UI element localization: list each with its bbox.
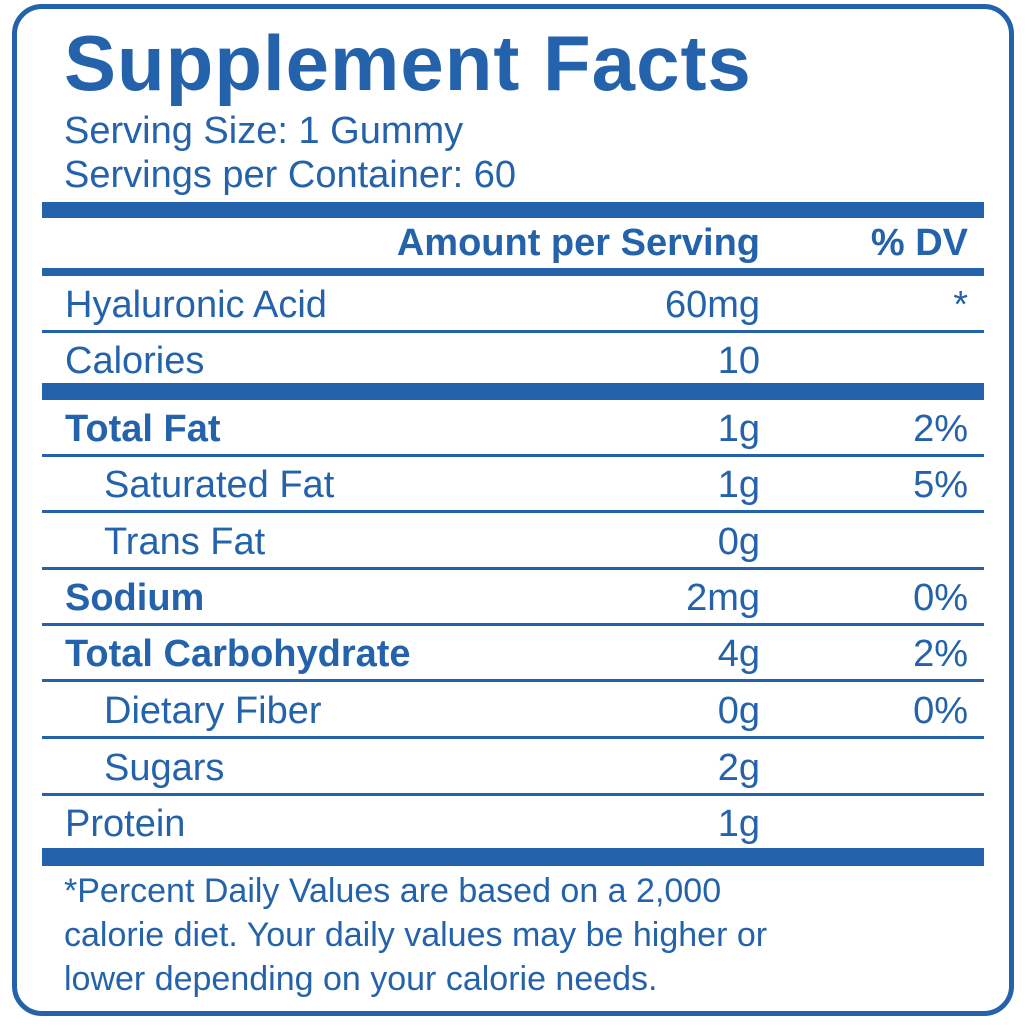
nutrient-amount: 1g bbox=[717, 408, 760, 450]
servings-per-container: Servings per Container: 60 bbox=[64, 154, 517, 196]
nutrient-row: Dietary Fiber 0g 0% bbox=[0, 682, 1028, 738]
divider bbox=[42, 454, 984, 457]
nutrient-amount: 10 bbox=[717, 340, 760, 382]
divider bbox=[42, 383, 984, 400]
nutrient-row: Hyaluronic Acid 60mg * bbox=[0, 276, 1028, 332]
nutrient-dv: * bbox=[953, 284, 968, 326]
nutrient-amount: 60mg bbox=[664, 284, 760, 326]
footnote-line: lower depending on your calorie needs. bbox=[64, 960, 658, 998]
divider-thick bbox=[42, 848, 984, 866]
nutrient-amount: 4g bbox=[717, 633, 760, 675]
nutrient-amount: 1g bbox=[717, 803, 760, 845]
nutrient-row: Protein 1g bbox=[0, 795, 1028, 851]
footnote-line: *Percent Daily Values are based on a 2,0… bbox=[64, 872, 722, 910]
divider bbox=[42, 793, 984, 796]
nutrient-name: Sugars bbox=[104, 747, 225, 789]
divider bbox=[42, 567, 984, 570]
nutrient-dv: 0% bbox=[913, 690, 968, 732]
nutrient-row: Sugars 2g bbox=[0, 739, 1028, 795]
divider bbox=[42, 268, 984, 276]
nutrient-name: Saturated Fat bbox=[104, 464, 335, 506]
nutrient-name: Calories bbox=[65, 340, 205, 382]
nutrient-name: Hyaluronic Acid bbox=[65, 284, 327, 326]
label-border bbox=[12, 4, 1014, 1016]
nutrient-amount: 1g bbox=[717, 464, 760, 506]
nutrient-dv: 2% bbox=[913, 408, 968, 450]
nutrient-name: Trans Fat bbox=[104, 521, 266, 563]
nutrient-amount: 2mg bbox=[686, 577, 760, 619]
nutrient-row: Trans Fat 0g bbox=[0, 513, 1028, 569]
nutrient-amount: 0g bbox=[717, 521, 760, 563]
divider bbox=[42, 736, 984, 739]
divider bbox=[42, 510, 984, 513]
divider bbox=[42, 623, 984, 626]
divider bbox=[42, 330, 984, 333]
nutrient-amount: 0g bbox=[717, 690, 760, 732]
nutrient-dv: 0% bbox=[913, 577, 968, 619]
nutrient-name: Total Carbohydrate bbox=[65, 633, 411, 675]
nutrient-dv: 5% bbox=[913, 464, 968, 506]
header-dv: % DV bbox=[870, 222, 968, 264]
divider bbox=[42, 679, 984, 682]
nutrient-row: Calories 10 bbox=[0, 332, 1028, 388]
nutrient-row: Saturated Fat 1g 5% bbox=[0, 456, 1028, 512]
nutrient-row: Total Fat 1g 2% bbox=[0, 400, 1028, 456]
header-amount: Amount per Serving bbox=[396, 222, 760, 264]
nutrient-dv: 2% bbox=[913, 633, 968, 675]
nutrient-name: Dietary Fiber bbox=[104, 690, 322, 732]
nutrient-row: Sodium 2mg 0% bbox=[0, 569, 1028, 625]
footnote-line: calorie diet. Your daily values may be h… bbox=[64, 916, 768, 954]
nutrient-name: Sodium bbox=[65, 577, 205, 619]
nutrient-row: Total Carbohydrate 4g 2% bbox=[0, 625, 1028, 681]
nutrient-amount: 2g bbox=[717, 747, 760, 789]
nutrient-name: Total Fat bbox=[65, 408, 221, 450]
title: Supplement Facts bbox=[64, 19, 752, 107]
divider-thick bbox=[42, 202, 984, 218]
serving-size: Serving Size: 1 Gummy bbox=[64, 110, 464, 152]
nutrient-name: Protein bbox=[65, 803, 186, 845]
